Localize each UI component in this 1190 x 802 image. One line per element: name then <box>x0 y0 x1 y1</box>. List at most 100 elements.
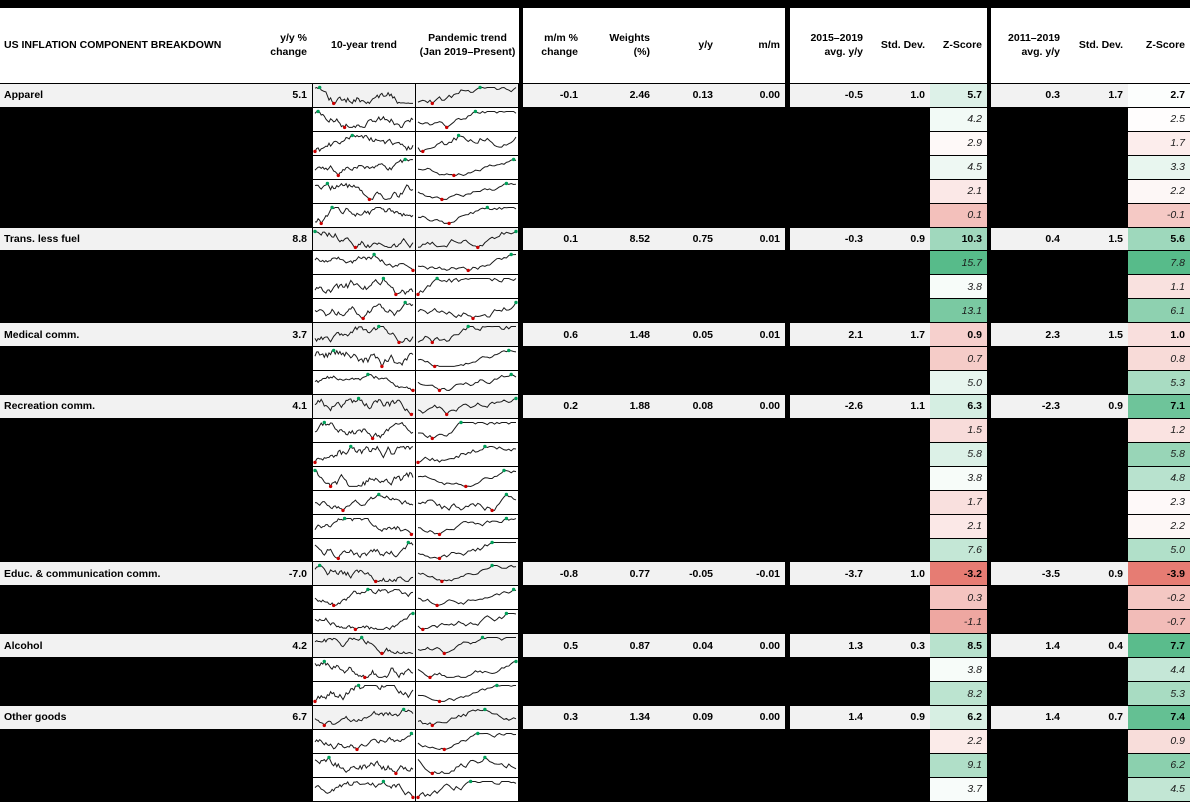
cell-yy-change: 6.7 <box>258 705 312 730</box>
low-marker <box>466 269 470 273</box>
cell-avg-2015-2019 <box>790 347 868 372</box>
cell-mm-contribution <box>718 418 785 443</box>
low-marker <box>409 412 414 417</box>
column-gap <box>785 107 790 132</box>
sparkline-10yr-cell <box>312 682 416 706</box>
cell-mm-contribution: 0.00 <box>718 634 785 659</box>
cell-std-dev-2011: 0.7 <box>1065 705 1128 730</box>
cell-yy-change: 4.2 <box>258 634 312 659</box>
cell-avg-2015-2019 <box>790 586 868 611</box>
table-row: 8.2 5.3 <box>0 682 1190 706</box>
low-marker <box>355 747 359 752</box>
high-marker <box>411 612 415 616</box>
cell-yy-contribution: -0.05 <box>655 562 718 587</box>
high-marker <box>483 707 487 712</box>
column-gap <box>987 155 991 180</box>
table-row: 3.8 4.8 <box>0 466 1190 491</box>
high-marker <box>511 157 516 161</box>
cell-weights <box>583 610 655 635</box>
cell-yy-change <box>258 729 312 754</box>
low-marker <box>380 364 384 369</box>
cell-z-score-2015: 3.8 <box>930 466 987 491</box>
cell-weights <box>583 729 655 754</box>
table-row: 9.1 6.2 <box>0 753 1190 778</box>
component-name <box>0 131 258 156</box>
sparkline-10yr-cell <box>312 203 416 228</box>
cell-yy-contribution <box>655 299 718 324</box>
cell-z-score-2015: 6.3 <box>930 394 987 419</box>
sparkline-pandemic-cell <box>416 347 519 372</box>
sparkline-pandemic-cell <box>416 299 519 324</box>
cell-mm-contribution <box>718 514 785 539</box>
cell-z-score-2011: 0.9 <box>1128 729 1190 754</box>
sparkline-pandemic-cell <box>416 275 519 300</box>
sparkline-pandemic-cell <box>416 442 519 467</box>
cell-std-dev-2011 <box>1065 251 1128 276</box>
cell-avg-2015-2019 <box>790 442 868 467</box>
cell-yy-change <box>258 753 312 778</box>
column-gap <box>987 323 991 348</box>
column-gap <box>785 490 790 515</box>
high-marker <box>507 348 511 353</box>
cell-avg-2015-2019 <box>790 682 868 706</box>
cell-z-score-2011: -0.2 <box>1128 586 1190 611</box>
cell-z-score-2011: 2.3 <box>1128 490 1190 515</box>
cell-yy-change <box>258 466 312 491</box>
sparkline-10yr-cell <box>312 562 416 587</box>
column-header-std-dev-2015: Std. Dev. <box>868 8 930 84</box>
cell-z-score-2015: -1.1 <box>930 610 987 635</box>
cell-avg-2015-2019: -0.5 <box>790 84 868 108</box>
column-gap <box>519 658 523 683</box>
cell-weights <box>583 682 655 706</box>
cell-std-dev-2011 <box>1065 203 1128 228</box>
low-marker <box>435 604 439 608</box>
cell-avg-2015-2019 <box>790 203 868 228</box>
cell-mm-change <box>523 490 583 515</box>
column-gap <box>519 371 523 395</box>
high-marker <box>377 325 381 329</box>
high-marker <box>468 779 473 783</box>
cell-std-dev-2015 <box>868 179 930 204</box>
low-marker <box>437 388 442 393</box>
column-gap <box>785 227 790 252</box>
cell-yy-change <box>258 658 312 683</box>
column-gap <box>519 610 523 635</box>
high-marker <box>473 109 478 114</box>
high-marker <box>504 612 509 616</box>
column-gap <box>987 107 991 132</box>
cell-z-score-2011: -3.9 <box>1128 562 1190 587</box>
component-name <box>0 777 258 802</box>
column-gap <box>785 514 790 539</box>
cell-avg-2011-2019 <box>991 179 1065 204</box>
cell-z-score-2011: 5.0 <box>1128 538 1190 563</box>
cell-mm-change: -0.1 <box>523 84 583 108</box>
cell-z-score-2015: 0.3 <box>930 586 987 611</box>
sparkline-10yr-cell <box>312 586 416 611</box>
cell-mm-change <box>523 107 583 132</box>
cell-avg-2011-2019 <box>991 131 1065 156</box>
cell-avg-2015-2019: -3.7 <box>790 562 868 587</box>
cell-mm-change: 0.3 <box>523 705 583 730</box>
low-marker <box>421 149 425 153</box>
component-name <box>0 275 258 300</box>
column-gap <box>987 610 991 635</box>
cell-z-score-2011: 3.3 <box>1128 155 1190 180</box>
cell-weights <box>583 490 655 515</box>
low-marker <box>437 532 442 536</box>
cell-std-dev-2011 <box>1065 610 1128 635</box>
sparkline-pandemic-cell <box>416 562 519 587</box>
high-marker <box>514 301 518 305</box>
column-header-z-score-2015: Z-Score <box>930 8 987 84</box>
column-gap <box>987 777 991 802</box>
cell-mm-contribution <box>718 299 785 324</box>
high-marker <box>483 444 487 449</box>
component-name <box>0 514 258 539</box>
sparkline-10yr-cell <box>312 777 416 802</box>
high-marker <box>381 779 386 783</box>
cell-z-score-2015: 2.1 <box>930 179 987 204</box>
high-marker <box>381 277 386 281</box>
cell-mm-contribution <box>718 490 785 515</box>
column-gap <box>785 705 790 730</box>
sparkline-pandemic-cell <box>416 155 519 180</box>
low-marker <box>490 508 494 512</box>
